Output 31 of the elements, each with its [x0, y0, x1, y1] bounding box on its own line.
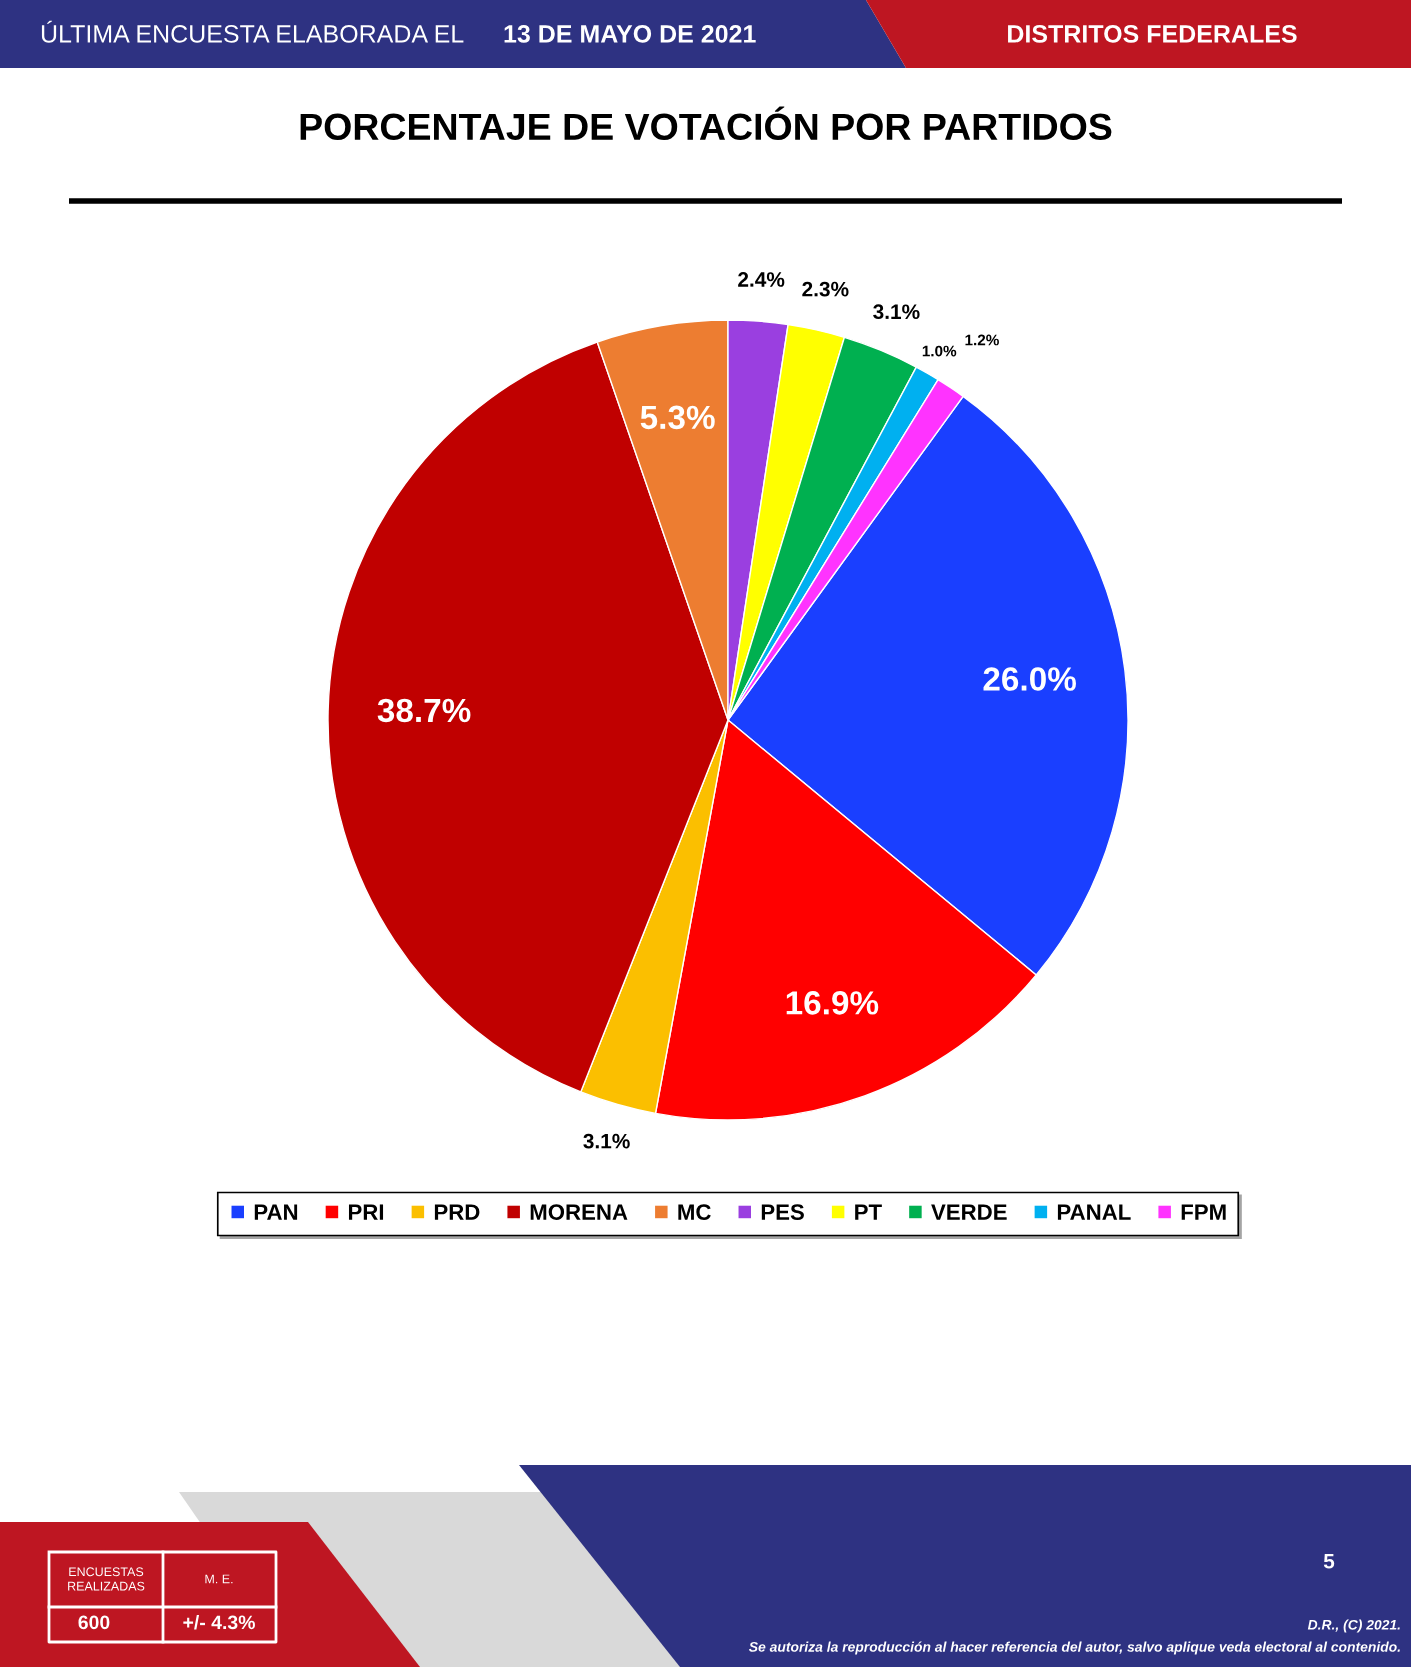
text: 600	[78, 1615, 110, 1630]
data-label: 3.1%	[583, 1133, 630, 1149]
data-label: 2.4%	[738, 272, 785, 287]
legend-label: PANAL	[1057, 1204, 1131, 1220]
text: D.R., (C) 2021.	[1307, 1619, 1400, 1633]
data-label: 2.3%	[802, 281, 849, 297]
text: M. E.	[205, 1574, 233, 1584]
legend-label: PES	[761, 1204, 804, 1220]
data-label: 3.1%	[873, 304, 920, 320]
data-label: 5.3%	[640, 405, 715, 430]
legend-label: PT	[855, 1204, 882, 1220]
legend-label: VERDE	[931, 1204, 1007, 1220]
legend-label: PAN	[254, 1204, 298, 1220]
text: 5	[1323, 1554, 1335, 1569]
legend-label: PRI	[348, 1204, 384, 1220]
text: ÚLTIMA ENCUESTA ELABORADA EL	[41, 20, 464, 43]
text: Se autoriza la reproducción al hacer referencia del autor, salvo aplique veda electoral al contenido.	[748, 1641, 1400, 1655]
text: +/- 4.3%	[183, 1614, 255, 1630]
legend-label: FPM	[1181, 1204, 1226, 1220]
data-label: 1.0%	[922, 345, 957, 357]
text: DISTRITOS FEDERALES	[1008, 25, 1297, 43]
data-label: 16.9%	[786, 991, 879, 1015]
data-label: 38.7%	[377, 698, 471, 723]
legend-label: MC	[678, 1204, 711, 1220]
chart-title: PORCENTAJE DE VOTACIÓN POR PARTIDOS	[300, 106, 1112, 141]
text: 13 DE MAYO DE 2021	[504, 25, 756, 43]
text: ENCUESTAS REALIZADAS	[68, 1567, 145, 1591]
data-label: 1.2%	[965, 334, 999, 346]
data-label: 26.0%	[983, 667, 1076, 691]
legend-label: MORENA	[530, 1204, 628, 1220]
legend-label: PRD	[434, 1204, 480, 1220]
